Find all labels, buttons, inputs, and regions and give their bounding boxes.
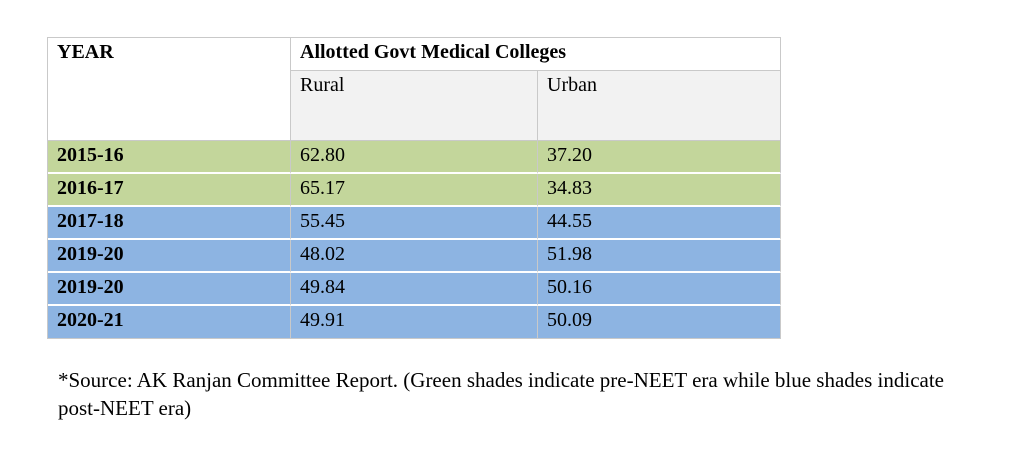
table-row-2019-20-b: 2019-20 49.84 50.16 [48,273,781,306]
group-column-header: Allotted Govt Medical Colleges [291,38,781,71]
year-cell: 2017-18 [48,207,291,240]
urban-value-cell: 51.98 [538,240,781,273]
urban-value-cell: 37.20 [538,141,781,174]
medical-colleges-table: YEAR Allotted Govt Medical Colleges Rura… [47,37,781,339]
urban-value-cell: 50.09 [538,306,781,339]
year-cell: 2015-16 [48,141,291,174]
urban-value-cell: 50.16 [538,273,781,306]
table-row-2019-20-a: 2019-20 48.02 51.98 [48,240,781,273]
rural-value-cell: 55.45 [291,207,538,240]
table-row-2015-16: 2015-16 62.80 37.20 [48,141,781,174]
table-row-2017-18: 2017-18 55.45 44.55 [48,207,781,240]
year-cell: 2016-17 [48,174,291,207]
year-column-header: YEAR [48,38,291,141]
urban-value-cell: 44.55 [538,207,781,240]
rural-value-cell: 49.91 [291,306,538,339]
year-cell: 2019-20 [48,240,291,273]
rural-value-cell: 62.80 [291,141,538,174]
urban-column-header: Urban [538,71,781,141]
table-row-2016-17: 2016-17 65.17 34.83 [48,174,781,207]
subheader-row: Rural Urban [48,71,781,141]
rural-value-cell: 49.84 [291,273,538,306]
header-row: YEAR Allotted Govt Medical Colleges [48,38,781,141]
year-cell: 2020-21 [48,306,291,339]
urban-value-cell: 34.83 [538,174,781,207]
table-row-2020-21: 2020-21 49.91 50.09 [48,306,781,339]
source-footnote: *Source: AK Ranjan Committee Report. (Gr… [58,368,944,420]
rural-value-cell: 65.17 [291,174,538,207]
rural-value-cell: 48.02 [291,240,538,273]
year-cell: 2019-20 [48,273,291,306]
rural-column-header: Rural [291,71,538,141]
